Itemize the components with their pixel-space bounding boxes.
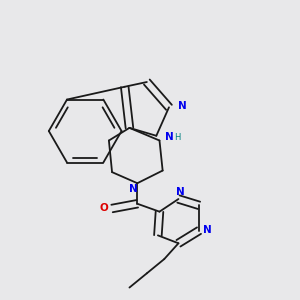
Text: N: N (178, 101, 187, 111)
Text: N: N (176, 187, 184, 197)
Text: N: N (165, 132, 174, 142)
Text: N: N (203, 225, 212, 235)
Text: H: H (174, 133, 180, 142)
Text: N: N (129, 184, 138, 194)
Text: O: O (100, 203, 109, 214)
